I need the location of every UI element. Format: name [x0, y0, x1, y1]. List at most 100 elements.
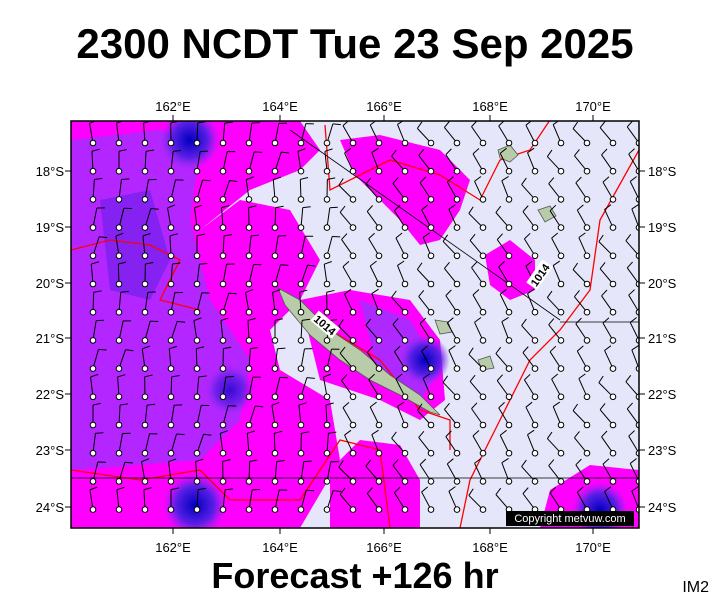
barb-feather — [474, 176, 482, 182]
barb-station — [427, 393, 435, 401]
barb-staff — [416, 410, 432, 426]
wind-barb — [393, 204, 409, 231]
barb-staff — [392, 324, 406, 341]
barb-station — [505, 139, 513, 147]
barb-station — [401, 478, 409, 485]
barb-feather — [299, 289, 308, 293]
wind-barb — [548, 177, 565, 203]
barb-feather — [602, 458, 610, 465]
barb-feather — [272, 289, 281, 293]
barb-station — [193, 478, 201, 485]
wind-barb — [444, 121, 461, 147]
barb-staff — [626, 408, 639, 426]
barb-staff — [118, 405, 121, 426]
wind-barb — [141, 232, 151, 260]
barb-feather — [625, 375, 632, 383]
wind-barb — [341, 233, 357, 260]
barb-feather — [324, 261, 332, 265]
wind-barb — [219, 488, 234, 513]
barb-staff — [501, 180, 510, 200]
barb-station — [323, 421, 331, 429]
wind-barb — [468, 206, 487, 231]
lon-label: 164°E — [262, 99, 298, 114]
barb-station — [219, 421, 227, 429]
barb-station — [349, 449, 357, 457]
wind-barb — [297, 235, 314, 260]
barb-feather — [301, 318, 311, 321]
barb-staff — [196, 292, 203, 313]
barb-staff — [141, 348, 146, 369]
barb-station — [193, 365, 201, 372]
wind-barb — [496, 374, 513, 401]
barb-station — [349, 280, 357, 288]
wind-barb — [602, 176, 617, 203]
wind-barb — [448, 345, 461, 372]
barb-staff — [169, 235, 172, 256]
barb-station — [427, 421, 435, 429]
barb-feather — [392, 177, 399, 184]
wind-barb — [297, 264, 316, 288]
barb-station — [141, 449, 149, 457]
barb-staff — [574, 155, 588, 172]
barb-staff — [602, 181, 614, 200]
barb-feather — [301, 431, 310, 434]
barb-staff — [144, 405, 148, 426]
barb-feather — [228, 292, 237, 295]
barb-station — [219, 139, 227, 147]
barb-station — [141, 196, 149, 203]
barb-feather — [116, 486, 125, 491]
barb-feather — [247, 317, 256, 321]
barb-staff — [498, 266, 510, 285]
barb-feather — [395, 232, 403, 239]
barb-feather — [446, 176, 454, 183]
barb-station — [297, 421, 305, 429]
barb-staff — [574, 437, 588, 454]
wind-barb — [141, 178, 157, 203]
barb-staff — [300, 377, 308, 397]
barb-station — [557, 365, 565, 372]
lat-label: 20°S — [648, 276, 677, 291]
barb-staff — [393, 210, 406, 228]
barb-station — [531, 393, 539, 401]
barb-staff — [195, 461, 198, 482]
barb-station — [89, 393, 97, 401]
barb-staff — [339, 352, 354, 369]
wind-barb — [601, 430, 617, 457]
barb-station — [193, 449, 201, 457]
wind-barb — [323, 261, 332, 288]
barb-feather — [344, 288, 352, 295]
barb-station — [219, 308, 227, 316]
barb-feather — [392, 318, 399, 325]
barb-staff — [395, 378, 406, 398]
barb-staff — [572, 269, 588, 285]
wind-barb — [444, 261, 461, 288]
barb-feather — [369, 260, 377, 267]
barb-staff — [602, 322, 614, 341]
wind-barb — [472, 430, 487, 457]
wind-barb — [391, 290, 409, 316]
barb-feather — [549, 345, 557, 353]
barb-staff — [575, 323, 588, 341]
barb-staff — [496, 239, 510, 257]
barb-station — [375, 478, 383, 485]
wind-barb — [419, 176, 435, 203]
barb-staff — [371, 293, 380, 313]
barb-staff — [246, 433, 250, 454]
barb-station — [479, 167, 487, 175]
wind-barb — [297, 148, 306, 175]
barb-feather — [365, 318, 372, 326]
barb-feather — [445, 430, 452, 437]
barb-station — [583, 478, 591, 485]
barb-staff — [444, 268, 458, 285]
wind-barb — [421, 345, 435, 372]
wind-barb — [501, 457, 513, 485]
barb-staff — [222, 264, 227, 285]
barb-staff — [522, 493, 536, 510]
barb-station — [375, 506, 383, 513]
wind-barb — [468, 488, 487, 513]
barb-station — [401, 252, 409, 260]
barb-station — [375, 337, 383, 344]
barb-staff — [300, 490, 307, 510]
barb-feather — [369, 401, 377, 408]
barb-station — [453, 224, 461, 231]
